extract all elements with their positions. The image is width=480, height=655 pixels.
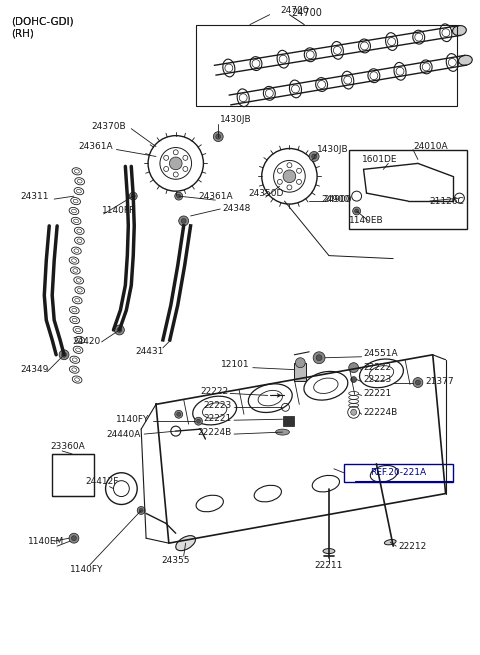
Text: 24361A: 24361A bbox=[79, 142, 113, 151]
Text: 22223: 22223 bbox=[363, 375, 392, 384]
Text: 22222: 22222 bbox=[200, 387, 228, 396]
Circle shape bbox=[179, 216, 189, 226]
Ellipse shape bbox=[453, 26, 466, 35]
Text: 22222: 22222 bbox=[363, 363, 392, 372]
Circle shape bbox=[283, 170, 296, 183]
Circle shape bbox=[175, 192, 183, 200]
Circle shape bbox=[131, 194, 135, 198]
Circle shape bbox=[351, 377, 357, 383]
Text: 22211: 22211 bbox=[315, 561, 343, 571]
Circle shape bbox=[61, 352, 67, 357]
Ellipse shape bbox=[458, 55, 472, 66]
Bar bbox=[52, 454, 94, 496]
Text: 24440A: 24440A bbox=[107, 430, 141, 439]
Text: 12101: 12101 bbox=[221, 360, 250, 369]
Text: 1430JB: 1430JB bbox=[317, 145, 349, 154]
Circle shape bbox=[313, 352, 325, 364]
Circle shape bbox=[351, 409, 357, 415]
Text: 24349: 24349 bbox=[21, 365, 49, 374]
Bar bbox=[283, 416, 294, 426]
Circle shape bbox=[353, 207, 360, 215]
Circle shape bbox=[129, 192, 137, 200]
Text: 24900: 24900 bbox=[321, 195, 349, 204]
Text: 21126C: 21126C bbox=[430, 196, 465, 206]
Circle shape bbox=[349, 363, 359, 373]
Circle shape bbox=[196, 419, 201, 423]
Text: 22223: 22223 bbox=[204, 401, 232, 410]
Text: 24350D: 24350D bbox=[248, 189, 283, 198]
Circle shape bbox=[216, 134, 221, 139]
Text: 1140FF: 1140FF bbox=[102, 206, 135, 215]
Circle shape bbox=[69, 533, 79, 543]
Text: 24355: 24355 bbox=[161, 555, 190, 565]
Text: 1140FY: 1140FY bbox=[116, 415, 149, 424]
Text: REF.20-221A: REF.20-221A bbox=[370, 468, 426, 477]
Text: 1430JB: 1430JB bbox=[220, 115, 252, 124]
Circle shape bbox=[355, 209, 359, 213]
Circle shape bbox=[175, 410, 183, 419]
Circle shape bbox=[413, 377, 423, 388]
Text: 24900: 24900 bbox=[323, 195, 351, 204]
Bar bbox=[294, 363, 306, 381]
Circle shape bbox=[59, 350, 69, 360]
Text: 24311: 24311 bbox=[21, 192, 49, 200]
Ellipse shape bbox=[176, 536, 195, 551]
Text: 22221: 22221 bbox=[363, 389, 392, 398]
Text: (RH): (RH) bbox=[11, 29, 34, 39]
Text: 24420: 24420 bbox=[72, 337, 101, 346]
Circle shape bbox=[177, 194, 180, 198]
Circle shape bbox=[309, 151, 319, 161]
Circle shape bbox=[316, 355, 322, 361]
Circle shape bbox=[213, 132, 223, 141]
Text: 24551A: 24551A bbox=[363, 349, 398, 358]
Text: 24361A: 24361A bbox=[198, 192, 233, 200]
Text: 24412F: 24412F bbox=[85, 477, 118, 486]
Text: 1601DE: 1601DE bbox=[361, 155, 397, 164]
Ellipse shape bbox=[276, 429, 289, 435]
Text: 1140EB: 1140EB bbox=[349, 216, 384, 225]
Text: 23360A: 23360A bbox=[50, 443, 85, 451]
Text: 22224B: 22224B bbox=[363, 408, 398, 417]
Text: (DOHC-GDI): (DOHC-GDI) bbox=[11, 16, 73, 27]
Text: 1140EM: 1140EM bbox=[27, 536, 64, 546]
Circle shape bbox=[295, 358, 305, 367]
Ellipse shape bbox=[384, 540, 396, 545]
Circle shape bbox=[169, 157, 182, 170]
Circle shape bbox=[177, 412, 180, 416]
Text: 24700: 24700 bbox=[291, 8, 322, 18]
Circle shape bbox=[312, 154, 317, 159]
Circle shape bbox=[72, 536, 76, 540]
Circle shape bbox=[194, 417, 203, 425]
Circle shape bbox=[137, 506, 145, 514]
Circle shape bbox=[416, 380, 420, 385]
Bar bbox=[349, 149, 468, 229]
Text: 22212: 22212 bbox=[398, 542, 426, 551]
Text: 24700: 24700 bbox=[280, 6, 309, 15]
Circle shape bbox=[117, 328, 122, 333]
Text: 24370B: 24370B bbox=[92, 122, 126, 131]
Bar bbox=[195, 25, 457, 106]
Text: (RH): (RH) bbox=[11, 29, 34, 39]
Circle shape bbox=[139, 508, 143, 512]
Text: 24431: 24431 bbox=[135, 347, 163, 356]
Text: 24010A: 24010A bbox=[413, 142, 447, 151]
Text: 22221: 22221 bbox=[204, 414, 232, 422]
Text: 1140FY: 1140FY bbox=[70, 565, 104, 574]
Text: (DOHC-GDI): (DOHC-GDI) bbox=[11, 16, 73, 27]
Circle shape bbox=[114, 325, 124, 335]
Circle shape bbox=[181, 218, 186, 223]
Text: 24348: 24348 bbox=[222, 204, 251, 212]
Text: 22224B: 22224B bbox=[198, 428, 232, 437]
Text: 21377: 21377 bbox=[426, 377, 455, 386]
Ellipse shape bbox=[323, 549, 335, 553]
